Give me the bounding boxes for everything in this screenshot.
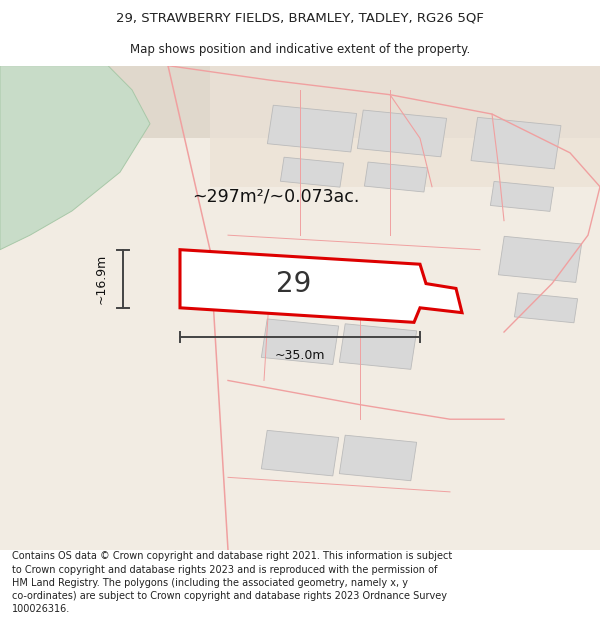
Polygon shape xyxy=(514,293,578,322)
Text: ~35.0m: ~35.0m xyxy=(275,349,325,362)
Polygon shape xyxy=(280,158,344,187)
Text: ~16.9m: ~16.9m xyxy=(95,254,108,304)
Polygon shape xyxy=(262,319,338,364)
Text: Map shows position and indicative extent of the property.: Map shows position and indicative extent… xyxy=(130,42,470,56)
Text: Contains OS data © Crown copyright and database right 2021. This information is : Contains OS data © Crown copyright and d… xyxy=(12,551,452,614)
Polygon shape xyxy=(262,431,338,476)
Polygon shape xyxy=(268,105,356,152)
Polygon shape xyxy=(358,110,446,157)
Text: 29: 29 xyxy=(277,269,311,298)
Text: ~297m²/~0.073ac.: ~297m²/~0.073ac. xyxy=(193,188,359,206)
Polygon shape xyxy=(471,118,561,169)
Polygon shape xyxy=(340,435,416,481)
Polygon shape xyxy=(499,236,581,282)
Polygon shape xyxy=(0,66,210,138)
Text: 29, STRAWBERRY FIELDS, BRAMLEY, TADLEY, RG26 5QF: 29, STRAWBERRY FIELDS, BRAMLEY, TADLEY, … xyxy=(116,12,484,25)
Polygon shape xyxy=(180,249,462,322)
Polygon shape xyxy=(0,66,150,249)
Polygon shape xyxy=(210,66,600,187)
Polygon shape xyxy=(0,66,600,550)
Polygon shape xyxy=(340,324,416,369)
Polygon shape xyxy=(364,162,428,192)
Polygon shape xyxy=(490,181,554,211)
Polygon shape xyxy=(0,66,600,138)
